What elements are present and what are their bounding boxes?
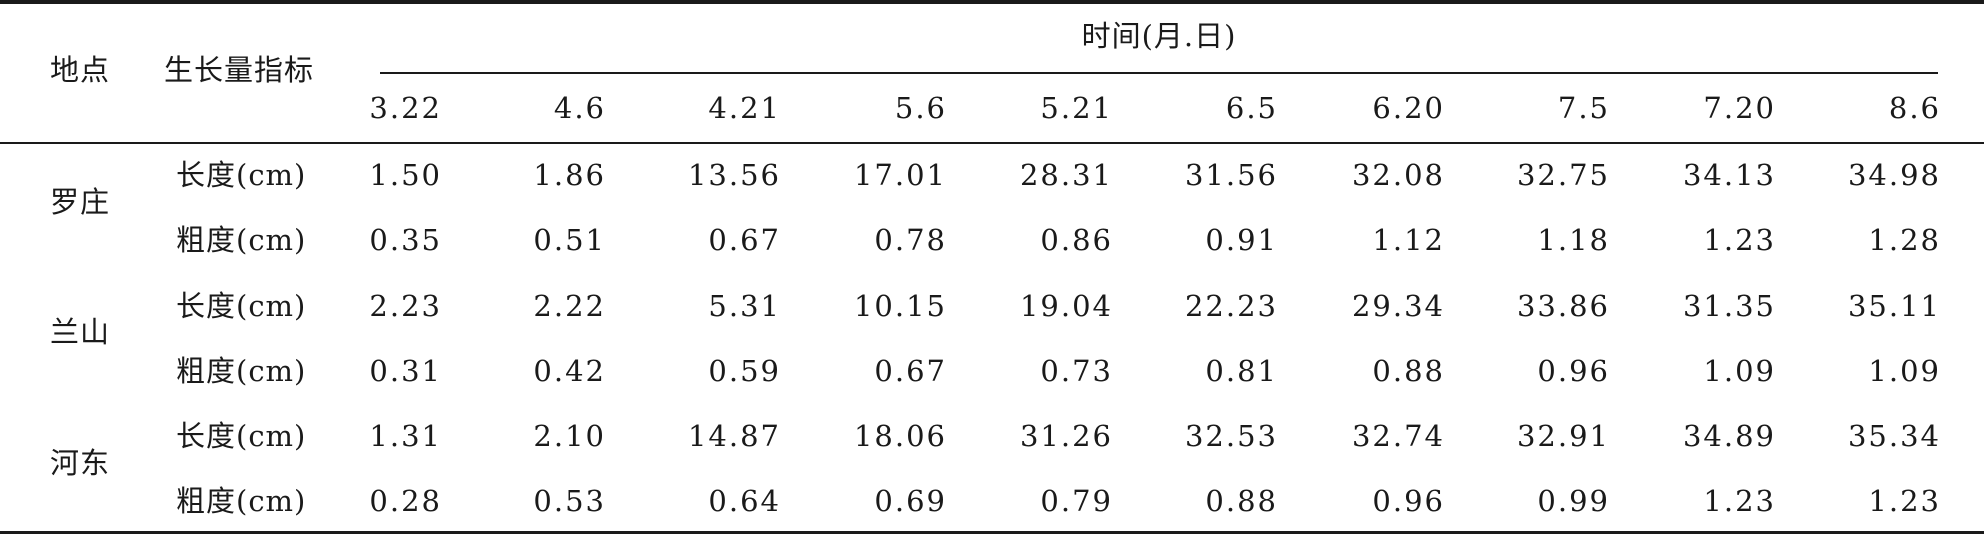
bottom-rule	[0, 531, 1984, 534]
value-cell: 19.04	[1019, 289, 1113, 323]
value-cell: 5.31	[708, 289, 781, 323]
value-cell: 1.31	[369, 419, 442, 453]
date-header-cell: 3.22	[369, 91, 442, 125]
metric-label-cell: 粗度(cm)	[176, 354, 307, 388]
value-cell: 0.79	[1040, 484, 1113, 518]
value-cell: 34.89	[1682, 419, 1776, 453]
value-cell: 2.10	[533, 419, 606, 453]
value-cell: 13.56	[687, 158, 781, 192]
date-header-cell: 8.6	[1888, 91, 1941, 125]
value-cell: 22.23	[1184, 289, 1278, 323]
value-cell: 0.96	[1537, 354, 1610, 388]
date-header-cell: 7.20	[1703, 91, 1776, 125]
value-cell: 35.11	[1847, 289, 1941, 323]
metric-header: 生长量指标	[164, 53, 315, 87]
value-cell: 0.51	[533, 223, 606, 257]
value-cell: 0.53	[533, 484, 606, 518]
metric-label-cell: 长度(cm)	[176, 419, 307, 453]
value-cell: 0.31	[369, 354, 442, 388]
value-cell: 18.06	[853, 419, 947, 453]
value-cell: 0.78	[874, 223, 947, 257]
value-cell: 17.01	[853, 158, 947, 192]
value-cell: 1.28	[1868, 223, 1941, 257]
location-cell: 河东	[50, 446, 111, 480]
value-cell: 32.75	[1516, 158, 1610, 192]
value-cell: 0.96	[1372, 484, 1445, 518]
value-cell: 0.59	[708, 354, 781, 388]
value-cell: 0.86	[1040, 223, 1113, 257]
value-cell: 0.64	[708, 484, 781, 518]
value-cell: 1.09	[1703, 354, 1776, 388]
value-cell: 14.87	[687, 419, 781, 453]
location-cell: 罗庄	[50, 185, 111, 219]
value-cell: 0.69	[874, 484, 947, 518]
time-header: 时间(月.日)	[1081, 19, 1237, 53]
value-cell: 10.15	[853, 289, 947, 323]
value-cell: 29.34	[1351, 289, 1445, 323]
value-cell: 0.35	[369, 223, 442, 257]
time-header-underline	[380, 72, 1938, 74]
value-cell: 32.08	[1351, 158, 1445, 192]
value-cell: 1.23	[1703, 223, 1776, 257]
top-rule	[0, 0, 1984, 4]
date-header-cell: 5.6	[894, 91, 947, 125]
value-cell: 28.31	[1019, 158, 1113, 192]
value-cell: 0.73	[1040, 354, 1113, 388]
date-header-cell: 6.20	[1372, 91, 1445, 125]
value-cell: 35.34	[1847, 419, 1941, 453]
value-cell: 32.91	[1516, 419, 1610, 453]
metric-label-cell: 粗度(cm)	[176, 223, 307, 257]
metric-label-cell: 长度(cm)	[176, 158, 307, 192]
value-cell: 0.88	[1205, 484, 1278, 518]
value-cell: 0.67	[874, 354, 947, 388]
date-header-cell: 4.21	[708, 91, 781, 125]
value-cell: 31.35	[1682, 289, 1776, 323]
value-cell: 32.74	[1351, 419, 1445, 453]
value-cell: 0.81	[1205, 354, 1278, 388]
value-cell: 1.18	[1537, 223, 1610, 257]
value-cell: 33.86	[1516, 289, 1610, 323]
date-header-cell: 6.5	[1225, 91, 1278, 125]
date-header-cell: 5.21	[1040, 91, 1113, 125]
value-cell: 32.53	[1184, 419, 1278, 453]
value-cell: 1.23	[1868, 484, 1941, 518]
metric-label-cell: 长度(cm)	[176, 289, 307, 323]
value-cell: 1.23	[1703, 484, 1776, 518]
value-cell: 0.99	[1537, 484, 1610, 518]
value-cell: 31.56	[1184, 158, 1278, 192]
header-rule	[0, 142, 1984, 144]
value-cell: 2.23	[369, 289, 442, 323]
value-cell: 1.12	[1372, 223, 1445, 257]
value-cell: 31.26	[1019, 419, 1113, 453]
metric-label-cell: 粗度(cm)	[176, 484, 307, 518]
value-cell: 34.98	[1847, 158, 1941, 192]
date-header-cell: 7.5	[1557, 91, 1610, 125]
value-cell: 1.86	[533, 158, 606, 192]
value-cell: 1.09	[1868, 354, 1941, 388]
date-header-cell: 4.6	[553, 91, 606, 125]
value-cell: 34.13	[1682, 158, 1776, 192]
value-cell: 2.22	[533, 289, 606, 323]
value-cell: 0.91	[1205, 223, 1278, 257]
value-cell: 0.67	[708, 223, 781, 257]
location-cell: 兰山	[50, 315, 111, 349]
value-cell: 0.88	[1372, 354, 1445, 388]
value-cell: 0.28	[369, 484, 442, 518]
value-cell: 0.42	[533, 354, 606, 388]
value-cell: 1.50	[369, 158, 442, 192]
location-header: 地点	[50, 53, 111, 87]
